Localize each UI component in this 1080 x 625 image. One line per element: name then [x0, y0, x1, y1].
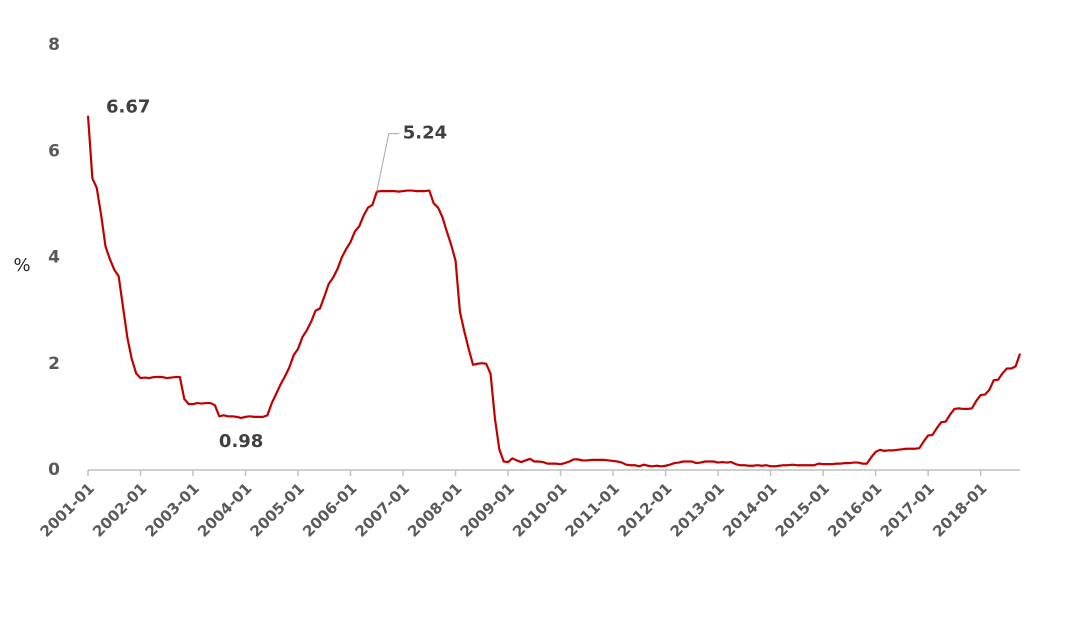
- y-tick-label: 0: [48, 460, 60, 480]
- x-tick-label: 2005-01: [247, 479, 308, 540]
- x-tick-label: 2009-01: [457, 479, 518, 540]
- series-line: [86, 115, 1022, 468]
- annotation: 6.67: [106, 97, 150, 118]
- y-axis-label: %: [13, 255, 30, 276]
- x-tick-label: 2013-01: [667, 479, 728, 540]
- x-tick-label: 2008-01: [404, 479, 465, 540]
- x-tick-label: 2012-01: [614, 479, 675, 540]
- x-tick-label: 2018-01: [929, 479, 990, 540]
- leader-line: [376, 133, 399, 192]
- y-tick-label: 8: [48, 35, 60, 55]
- x-tick-label: 2014-01: [719, 479, 780, 540]
- x-tick-label: 2003-01: [142, 479, 203, 540]
- x-tick-label: 2006-01: [299, 479, 360, 540]
- x-tick-label: 2017-01: [877, 479, 938, 540]
- annotation: 0.98: [219, 431, 263, 452]
- x-tick-label: 2016-01: [824, 479, 885, 540]
- x-tick-label: 2011-01: [562, 479, 623, 540]
- y-tick-label: 2: [48, 354, 60, 374]
- x-tick-label: 2002-01: [89, 479, 150, 540]
- x-tick-label: 2015-01: [772, 479, 833, 540]
- x-tick-label: 2001-01: [37, 479, 98, 540]
- y-tick-label: 6: [48, 141, 60, 161]
- annotation: 5.24: [403, 123, 447, 144]
- y-tick-label: 4: [48, 248, 60, 268]
- x-tick-label: 2004-01: [194, 479, 255, 540]
- x-tick-label: 2007-01: [352, 479, 413, 540]
- x-tick-label: 2010-01: [509, 479, 570, 540]
